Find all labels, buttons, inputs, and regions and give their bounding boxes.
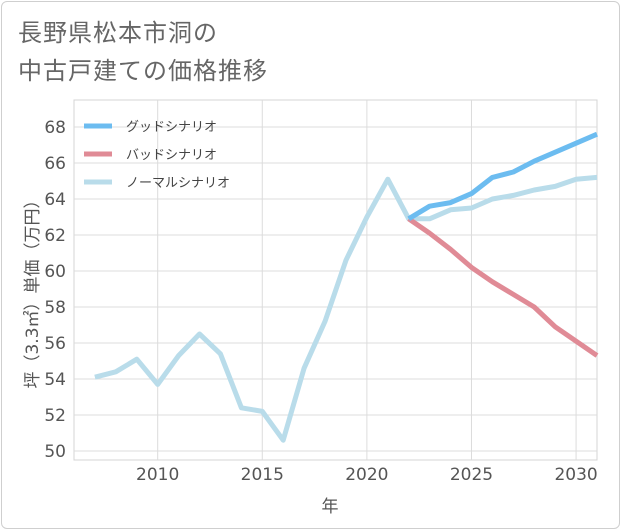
legend-label-2: ノーマルシナリオ — [126, 176, 230, 191]
y-tick-label: 58 — [44, 298, 66, 318]
x-tick-label: 2010 — [136, 465, 179, 485]
series-line-1 — [407, 216, 599, 358]
y-tick-label: 54 — [44, 370, 66, 390]
chart-title: 長野県松本市洞の 中古戸建ての価格推移 — [18, 14, 268, 90]
x-tick-label: 2020 — [345, 465, 388, 485]
y-tick-label: 62 — [44, 226, 66, 246]
x-tick-label: 2030 — [554, 465, 597, 485]
tick-labels: 50 52 54 56 58 60 62 64 66 68 2010 2015 2020 2025 2030 — [44, 118, 597, 485]
legend-label-1: バッドシナリオ — [126, 148, 217, 163]
y-tick-label: 50 — [44, 442, 66, 462]
y-tick-label: 52 — [44, 406, 66, 426]
series-lines — [94, 131, 599, 443]
legend-label-0: グッドシナリオ — [126, 120, 217, 135]
y-tick-label: 56 — [44, 334, 66, 354]
series-line-0 — [407, 131, 598, 221]
y-tick-label: 60 — [44, 262, 66, 282]
y-tick-label: 66 — [44, 154, 66, 174]
chart-title-line1: 長野県松本市洞の — [18, 19, 218, 47]
x-axis-title: 年 — [322, 497, 339, 517]
x-tick-label: 2025 — [450, 465, 493, 485]
y-tick-label: 64 — [44, 190, 66, 210]
chart-title-line2: 中古戸建ての価格推移 — [18, 57, 268, 85]
y-tick-label: 68 — [44, 118, 66, 138]
y-axis-title: 坪（3.3㎡）単価（万円） — [23, 191, 43, 388]
series-line-2 — [94, 174, 598, 443]
plot-area-border — [73, 99, 598, 461]
x-tick-label: 2015 — [241, 465, 284, 485]
